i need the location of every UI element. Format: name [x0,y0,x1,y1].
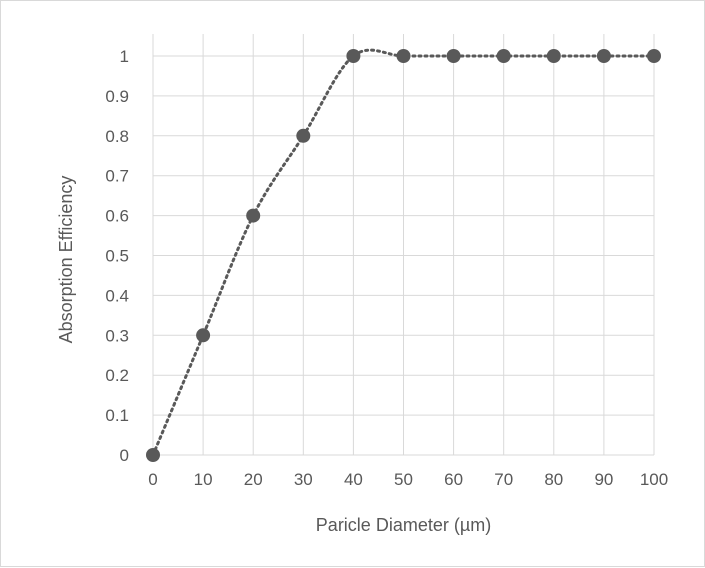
data-point [596,49,611,63]
data-point [196,328,211,343]
y-tick-label: 1 [120,47,129,66]
x-tick-label: 70 [494,470,513,489]
data-point [647,49,661,63]
y-axis-tick-labels: 0 0.1 0.2 0.3 0.4 0.5 0.6 0.7 0.8 0.9 1 [105,47,129,465]
y-tick-label: 0.1 [105,406,129,425]
x-tick-label: 60 [444,470,463,489]
y-tick-label: 0.3 [105,326,129,345]
y-axis-title: Absorption Efficiency [56,176,76,344]
y-tick-label: 0.4 [105,286,129,305]
data-point [346,49,361,63]
y-tick-label: 0.9 [105,87,129,106]
data-point [146,448,160,462]
x-tick-label: 40 [344,470,363,489]
data-point [396,49,411,63]
data-point [246,208,261,223]
x-tick-label: 20 [244,470,263,489]
y-tick-label: 0 [120,446,129,465]
data-point [296,128,311,143]
vertical-gridlines [152,34,655,455]
y-tick-label: 0.2 [105,366,129,385]
x-tick-label: 90 [594,470,613,489]
y-tick-label: 0.6 [105,207,129,226]
data-points [146,49,661,462]
y-tick-label: 0.5 [105,247,129,266]
y-tick-label: 0.8 [105,127,129,146]
data-point [546,49,561,63]
data-point [496,49,511,63]
x-tick-label: 100 [640,470,668,489]
x-axis-title: Paricle Diameter (µm) [316,515,491,535]
x-tick-label: 50 [394,470,413,489]
x-tick-label: 10 [194,470,213,489]
x-axis-tick-labels: 0 10 20 30 40 50 60 70 80 90 100 [148,470,668,489]
x-tick-label: 30 [294,470,313,489]
x-tick-label: 80 [544,470,563,489]
y-tick-label: 0.7 [105,167,129,186]
data-point [446,49,461,63]
x-tick-label: 0 [148,470,157,489]
